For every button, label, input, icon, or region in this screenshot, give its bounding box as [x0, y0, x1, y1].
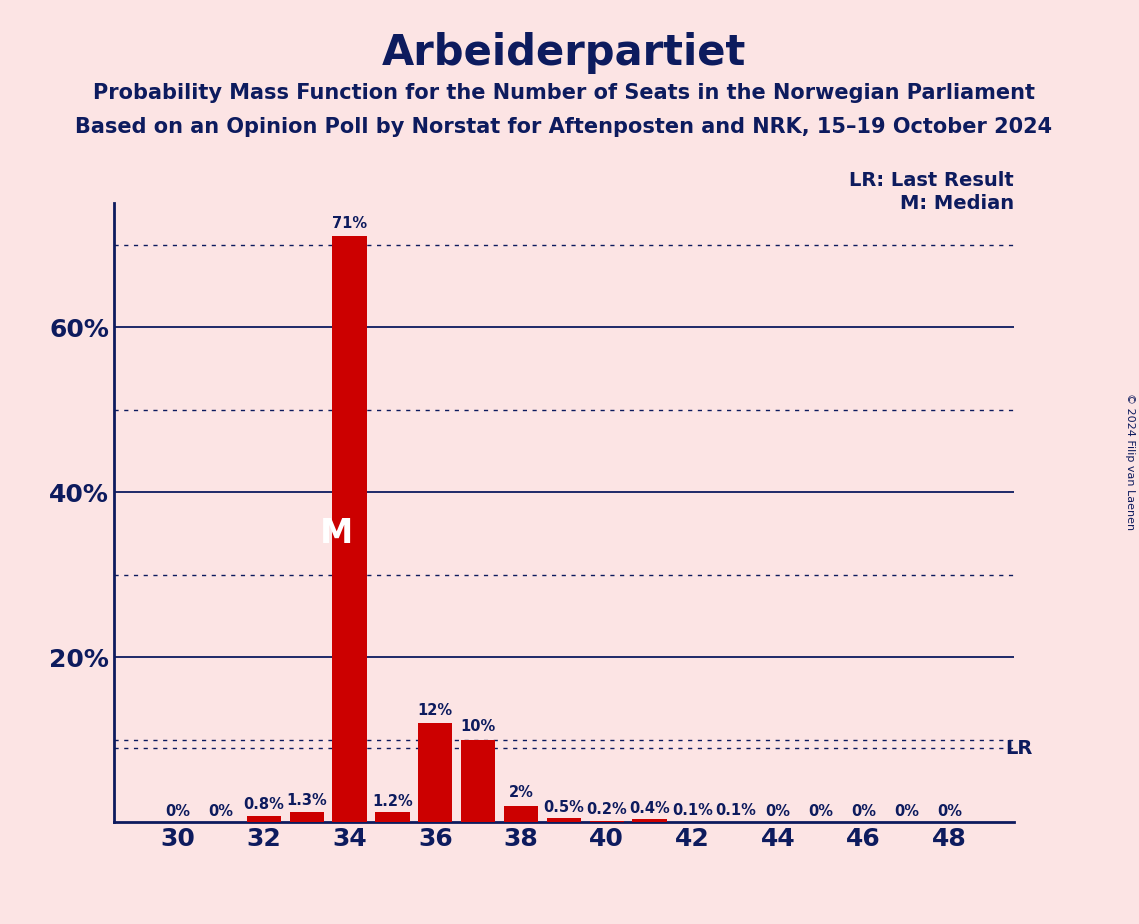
Text: 1.2%: 1.2%: [372, 794, 412, 809]
Text: 0.4%: 0.4%: [629, 801, 670, 816]
Text: Probability Mass Function for the Number of Seats in the Norwegian Parliament: Probability Mass Function for the Number…: [92, 83, 1035, 103]
Bar: [632, 819, 666, 822]
Text: M: M: [320, 517, 353, 550]
Text: 12%: 12%: [418, 702, 453, 718]
Text: 0%: 0%: [851, 804, 876, 819]
Text: Based on an Opinion Poll by Norstat for Aftenposten and NRK, 15–19 October 2024: Based on an Opinion Poll by Norstat for …: [75, 117, 1052, 138]
Text: 0.1%: 0.1%: [715, 803, 755, 819]
Text: LR: LR: [1005, 738, 1033, 758]
Text: 0%: 0%: [809, 804, 834, 819]
Text: 0%: 0%: [765, 804, 790, 819]
Text: 71%: 71%: [331, 215, 367, 230]
Bar: [375, 812, 410, 822]
Text: © 2024 Filip van Laenen: © 2024 Filip van Laenen: [1125, 394, 1134, 530]
Bar: [547, 819, 581, 822]
Text: 0%: 0%: [894, 804, 919, 819]
Bar: [418, 723, 452, 822]
Text: M: Median: M: Median: [900, 194, 1014, 213]
Text: Arbeiderpartiet: Arbeiderpartiet: [382, 32, 746, 74]
Text: 0%: 0%: [208, 804, 233, 819]
Bar: [333, 237, 367, 822]
Text: 0%: 0%: [165, 804, 190, 819]
Text: 10%: 10%: [460, 719, 495, 734]
Bar: [503, 806, 538, 822]
Text: LR: Last Result: LR: Last Result: [849, 171, 1014, 190]
Bar: [247, 816, 281, 822]
Text: 0.8%: 0.8%: [244, 797, 285, 812]
Text: 0%: 0%: [937, 804, 962, 819]
Bar: [289, 811, 323, 822]
Text: 0.2%: 0.2%: [587, 802, 628, 818]
Text: 1.3%: 1.3%: [286, 794, 327, 808]
Text: 0.1%: 0.1%: [672, 803, 713, 819]
Text: 2%: 2%: [508, 785, 533, 800]
Bar: [461, 740, 495, 822]
Text: 0.5%: 0.5%: [543, 800, 584, 815]
Bar: [590, 821, 624, 822]
